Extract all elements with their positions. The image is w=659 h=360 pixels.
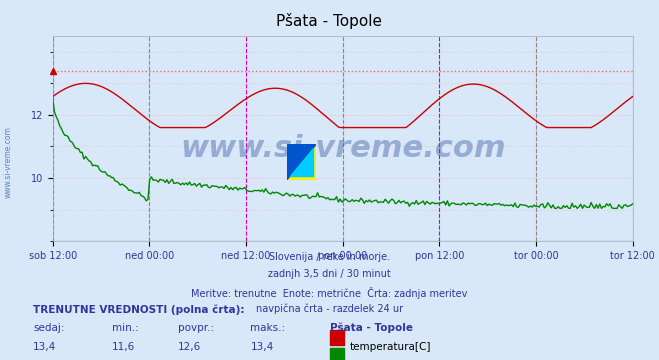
Polygon shape (287, 144, 316, 180)
Text: www.si-vreme.com: www.si-vreme.com (3, 126, 13, 198)
Polygon shape (287, 144, 316, 180)
Text: povpr.:: povpr.: (178, 323, 214, 333)
Bar (330, 330, 344, 345)
Text: TRENUTNE VREDNOSTI (polna črta):: TRENUTNE VREDNOSTI (polna črta): (33, 304, 244, 315)
Text: zadnjh 3,5 dni / 30 minut: zadnjh 3,5 dni / 30 minut (268, 269, 391, 279)
Text: sedaj:: sedaj: (33, 323, 65, 333)
Text: temperatura[C]: temperatura[C] (349, 342, 431, 352)
Text: 11,6: 11,6 (112, 342, 135, 352)
Polygon shape (290, 148, 314, 176)
Bar (330, 348, 344, 360)
Text: Pšata - Topole: Pšata - Topole (330, 323, 413, 333)
Text: min.:: min.: (112, 323, 139, 333)
Text: 13,4: 13,4 (250, 342, 273, 352)
Text: 13,4: 13,4 (33, 342, 56, 352)
Text: www.si-vreme.com: www.si-vreme.com (180, 134, 505, 163)
Polygon shape (287, 144, 316, 180)
Text: Pšata - Topole: Pšata - Topole (277, 13, 382, 28)
Text: Meritve: trenutne  Enote: metrične  Črta: zadnja meritev: Meritve: trenutne Enote: metrične Črta: … (191, 287, 468, 298)
Text: Slovenija / reke in morje.: Slovenija / reke in morje. (269, 252, 390, 262)
Text: maks.:: maks.: (250, 323, 285, 333)
Text: 12,6: 12,6 (178, 342, 201, 352)
Text: navpična črta - razdelek 24 ur: navpična črta - razdelek 24 ur (256, 304, 403, 314)
